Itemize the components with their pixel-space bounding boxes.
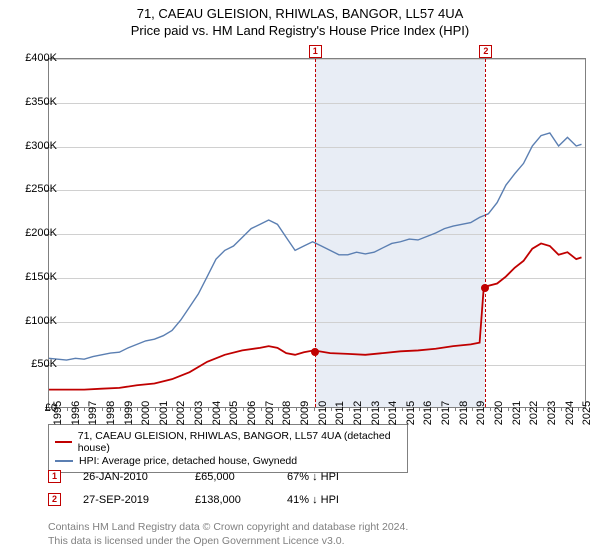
x-axis-label: 1998 [105,401,117,425]
transaction-date: 27-SEP-2019 [83,494,173,506]
x-axis-label: 2017 [440,401,452,425]
x-axis-label: 2024 [564,401,576,425]
y-axis-label: £100K [25,315,57,327]
x-axis-label: 2010 [317,401,329,425]
legend-box: 71, CAEAU GLEISION, RHIWLAS, BANGOR, LL5… [48,424,408,473]
x-axis-label: 1996 [70,401,82,425]
x-axis-label: 2008 [281,401,293,425]
marker-number-icon: 2 [48,493,61,506]
x-axis-label: 2001 [158,401,170,425]
legend-swatch-icon [55,441,72,443]
x-axis-label: 2004 [211,401,223,425]
marker-dot-icon [311,348,319,356]
x-axis-label: 2007 [264,401,276,425]
y-axis-label: £300K [25,140,57,152]
x-axis-label: 2011 [334,401,346,425]
x-axis-label: 1999 [123,401,135,425]
x-axis-label: 2002 [175,401,187,425]
transaction-row: 2 27-SEP-2019 £138,000 41% ↓ HPI [48,493,339,506]
x-axis-label: 2019 [475,401,487,425]
x-axis-label: 2013 [370,401,382,425]
x-axis-label: 2018 [458,401,470,425]
x-axis-label: 2015 [405,401,417,425]
transaction-pct: 67% ↓ HPI [287,471,339,483]
transaction-price: £65,000 [195,471,265,483]
marker-number-icon: 1 [309,45,322,58]
x-axis-label: 2009 [299,401,311,425]
transaction-date: 26-JAN-2010 [83,471,173,483]
transaction-row: 1 26-JAN-2010 £65,000 67% ↓ HPI [48,470,339,483]
y-axis-label: £350K [25,96,57,108]
legend-label: 71, CAEAU GLEISION, RHIWLAS, BANGOR, LL5… [78,430,401,454]
legend-swatch-icon [55,460,73,462]
x-axis-label: 2005 [228,401,240,425]
title-address: 71, CAEAU GLEISION, RHIWLAS, BANGOR, LL5… [10,6,590,21]
marker-number-icon: 1 [48,470,61,483]
footer-attribution: Contains HM Land Registry data © Crown c… [48,520,408,548]
transaction-price: £138,000 [195,494,265,506]
x-axis-label: 2021 [511,401,523,425]
price-chart: 12 [48,58,586,408]
x-axis-label: 2016 [422,401,434,425]
x-axis-label: 2025 [581,401,593,425]
x-axis-label: 2000 [140,401,152,425]
transaction-pct: 41% ↓ HPI [287,494,339,506]
legend-row: HPI: Average price, detached house, Gwyn… [55,455,401,467]
x-axis-label: 2020 [493,401,505,425]
legend-row: 71, CAEAU GLEISION, RHIWLAS, BANGOR, LL5… [55,430,401,454]
marker-dot-icon [481,284,489,292]
x-axis-label: 2012 [352,401,364,425]
x-axis-label: 2023 [546,401,558,425]
x-axis-label: 2003 [193,401,205,425]
y-axis-label: £50K [31,358,57,370]
y-axis-label: £400K [25,52,57,64]
title-subtitle: Price paid vs. HM Land Registry's House … [10,23,590,38]
legend-label: HPI: Average price, detached house, Gwyn… [79,455,297,467]
x-axis-label: 2014 [387,401,399,425]
y-axis-label: £200K [25,227,57,239]
x-axis-label: 2022 [528,401,540,425]
y-axis-label: £250K [25,183,57,195]
marker-line [485,59,486,407]
x-axis-label: 2006 [246,401,258,425]
y-axis-label: £150K [25,271,57,283]
marker-number-icon: 2 [479,45,492,58]
x-axis-label: 1995 [52,401,64,425]
x-axis-label: 1997 [87,401,99,425]
